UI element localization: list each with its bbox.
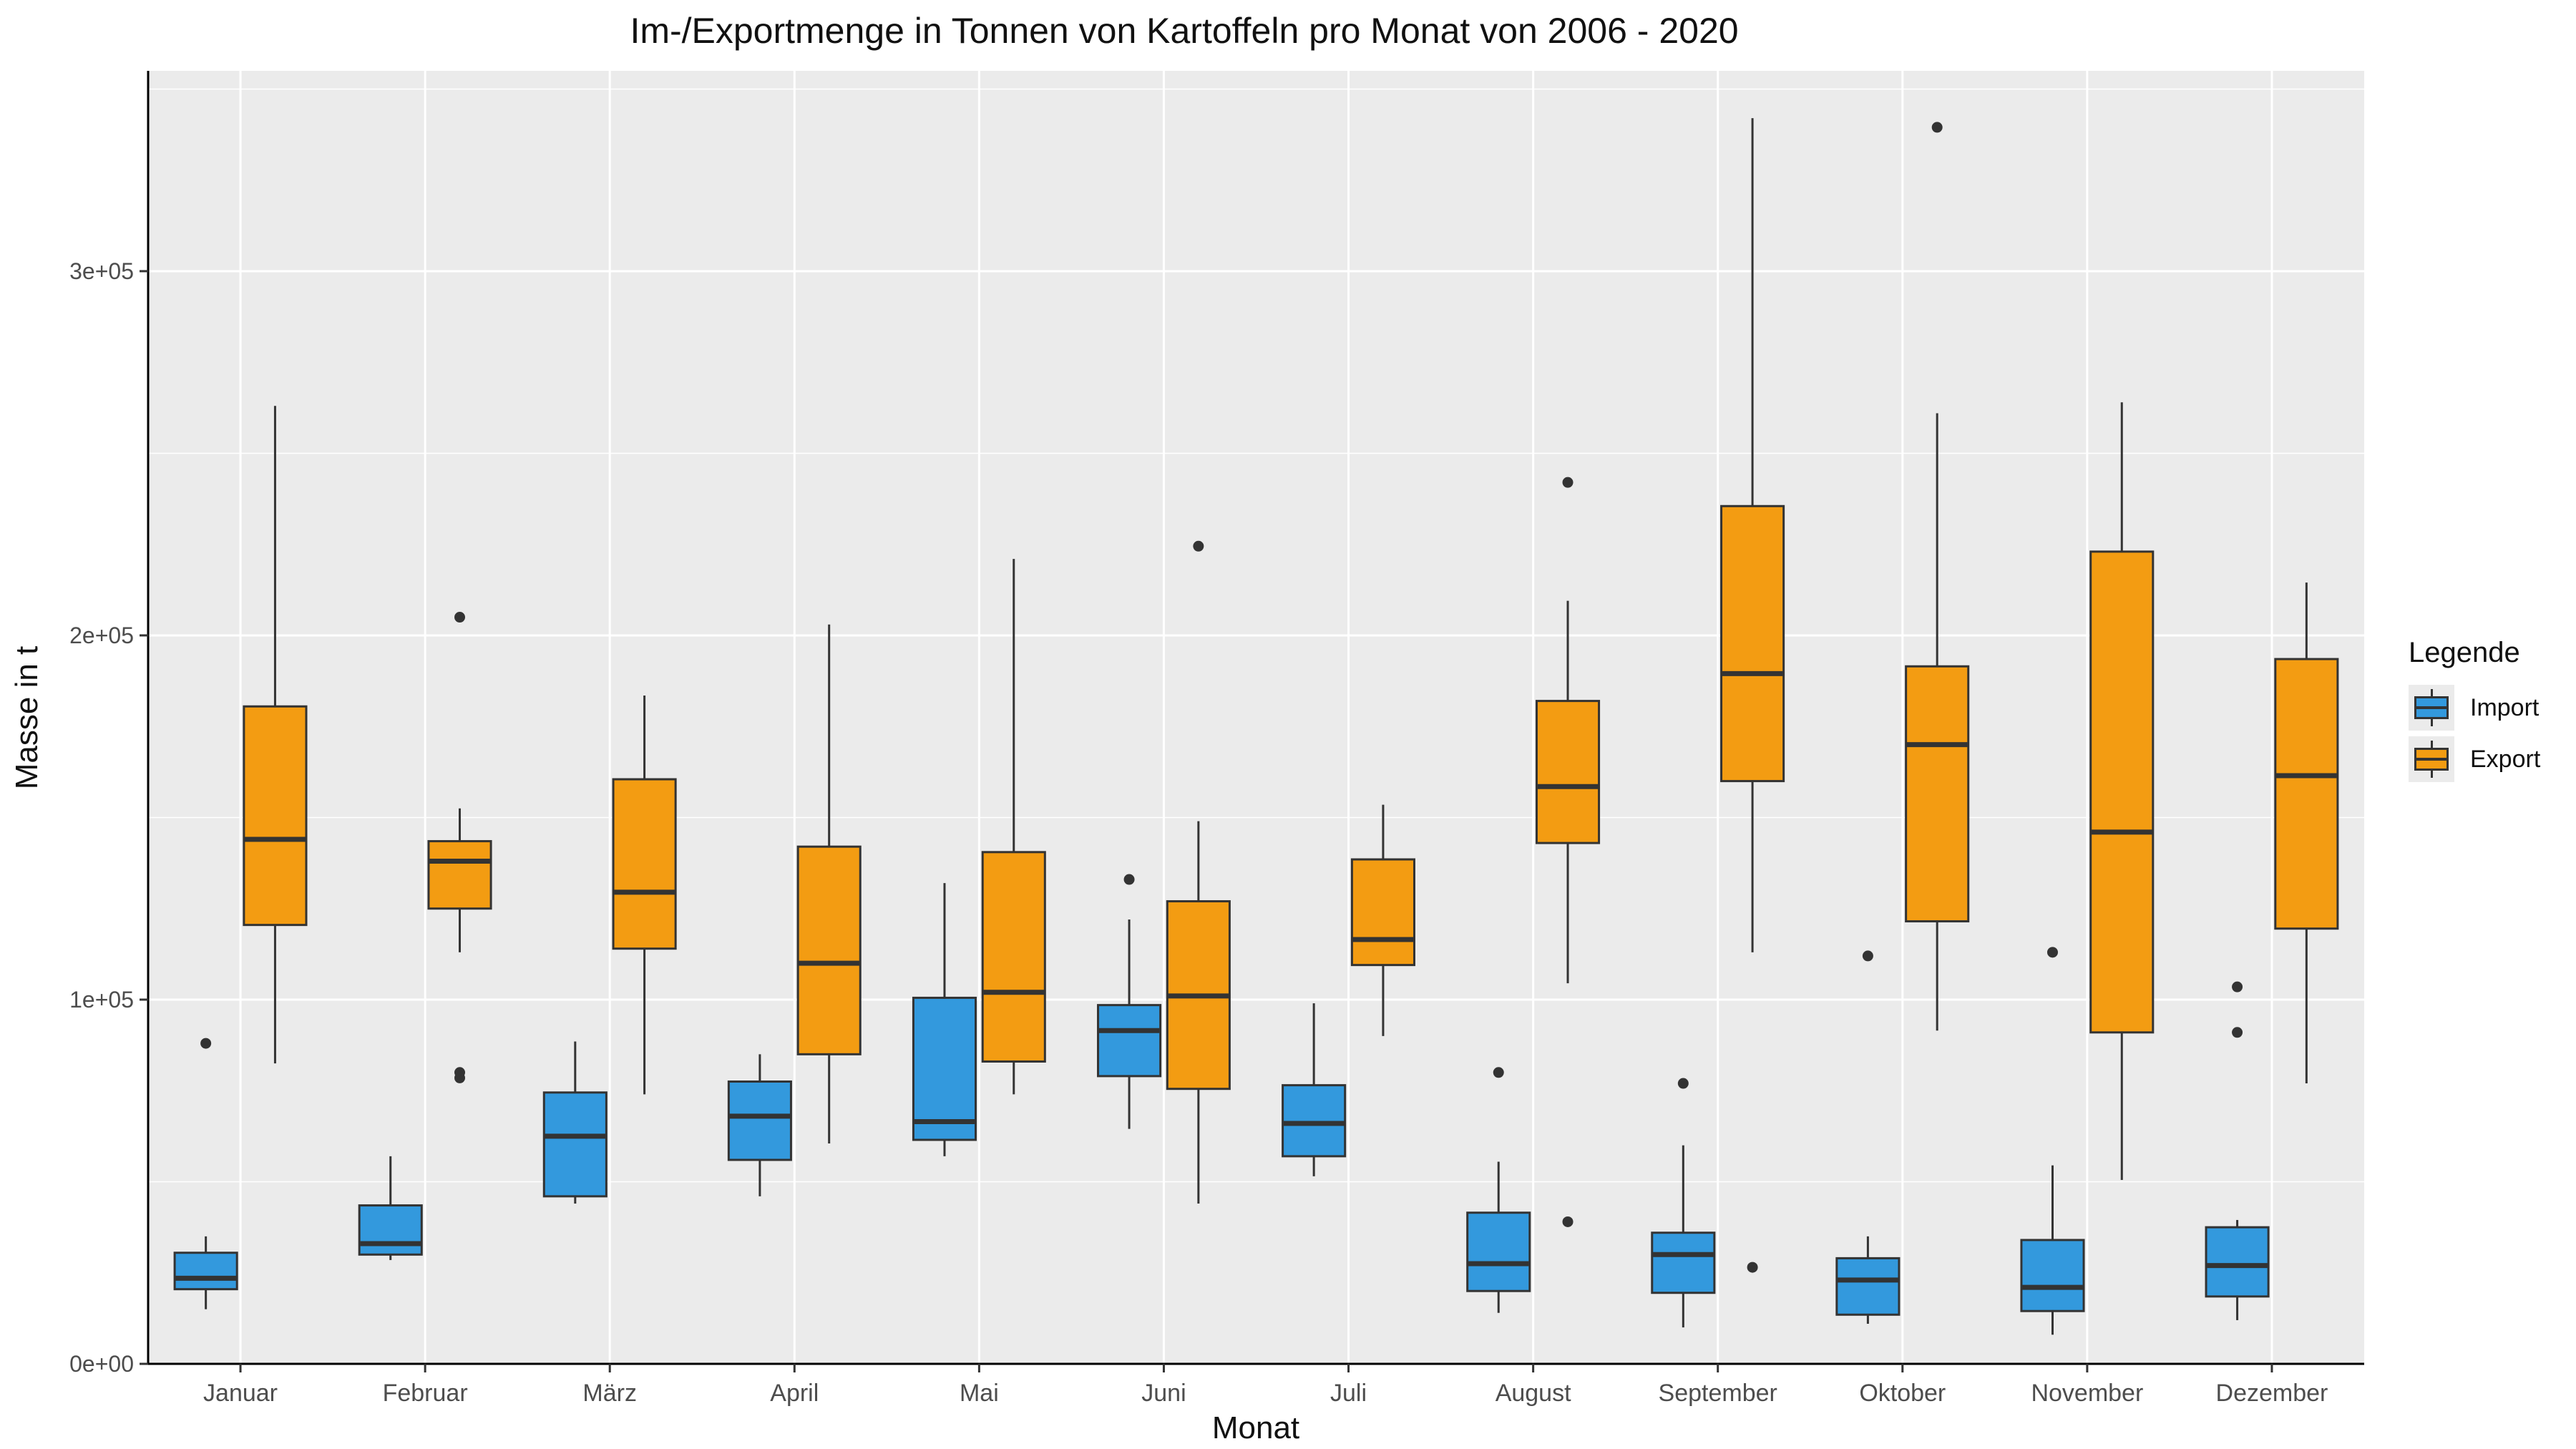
box-iqr (542, 1091, 608, 1198)
grid-lines (148, 71, 2364, 1365)
x-tick-label: Oktober (1859, 1380, 1946, 1407)
y-axis-title: Masse in t (9, 646, 44, 790)
box-import (1097, 874, 1162, 1129)
box-import (912, 883, 977, 1156)
box-import (1651, 1078, 1716, 1328)
x-tick-label: Mai (960, 1380, 999, 1407)
box-export (981, 559, 1046, 1095)
legend-item-export: Export (2409, 733, 2540, 785)
legend: Legende Import Export (2409, 637, 2540, 785)
x-tick-label: März (582, 1380, 637, 1407)
legend-label: Import (2470, 693, 2540, 721)
outlier-point (2232, 1027, 2243, 1038)
box-export (1350, 804, 1415, 1036)
box-export (612, 695, 677, 1095)
box-iqr (2205, 1226, 2270, 1298)
box-iqr (2089, 550, 2155, 1034)
x-tick-label: November (2031, 1380, 2143, 1407)
x-tick-label: Juli (1330, 1380, 1367, 1407)
box-iqr (1350, 858, 1415, 967)
box-export (796, 624, 862, 1144)
box-iqr (727, 1080, 792, 1161)
y-tick-label: 2e+05 (69, 623, 134, 648)
box-export (243, 406, 308, 1064)
box-iqr (1720, 504, 1785, 783)
outlier-point (2046, 947, 2058, 958)
box-iqr (427, 840, 492, 910)
x-tick-label: August (1496, 1380, 1571, 1407)
x-tick-label: Dezember (2216, 1380, 2328, 1407)
box-export (1166, 540, 1231, 1204)
box-iqr (1535, 700, 1601, 844)
axis-ticks: 0e+00 1e+05 2e+05 3e+05 Januar Februar März Apr… (69, 258, 2328, 1407)
legend-key-icon (2409, 736, 2454, 782)
x-axis-title: Monat (1212, 1410, 1299, 1445)
box-iqr (612, 778, 677, 950)
box-iqr (1905, 665, 1970, 923)
outlier-point (1862, 950, 1873, 962)
box-iqr (1097, 1004, 1162, 1078)
x-tick-label: September (1659, 1380, 1777, 1407)
outlier-point (1931, 122, 1943, 133)
x-tick-label: April (770, 1380, 819, 1407)
box-export (427, 612, 492, 1083)
box-import (542, 1041, 608, 1204)
box-iqr (1835, 1257, 1901, 1316)
box-iqr (173, 1252, 238, 1291)
chart-title: Im-/Exportmenge in Tonnen von Kartoffeln… (630, 11, 1739, 51)
box-iqr (2274, 658, 2339, 930)
x-tick-label: Juni (1141, 1380, 1186, 1407)
box-import (727, 1054, 792, 1196)
box-import (173, 1038, 238, 1309)
outlier-point (1677, 1078, 1689, 1089)
box-iqr (2020, 1239, 2085, 1312)
box-import (2205, 981, 2270, 1320)
legend-item-import: Import (2409, 682, 2540, 733)
outlier-point (454, 612, 466, 623)
y-tick-label: 0e+00 (69, 1351, 134, 1377)
box-iqr (981, 851, 1046, 1063)
box-import (1466, 1067, 1531, 1313)
box-export (1905, 122, 1970, 1031)
x-tick-label: Januar (203, 1380, 278, 1407)
box-iqr (1282, 1084, 1347, 1158)
x-tick-label: Februar (383, 1380, 468, 1407)
outlier-point (454, 1072, 466, 1083)
box-iqr (912, 996, 977, 1141)
legend-label: Export (2470, 745, 2541, 773)
y-tick-label: 3e+05 (69, 258, 134, 284)
outlier-point (200, 1038, 212, 1049)
outlier-point (1562, 1216, 1574, 1227)
box-export (2089, 402, 2155, 1180)
box-iqr (1466, 1211, 1531, 1292)
outlier-point (2232, 981, 2243, 992)
box-export (2274, 582, 2339, 1084)
box-iqr (243, 705, 308, 927)
plot-panel (148, 71, 2364, 1364)
boxes (173, 118, 2339, 1335)
box-iqr (796, 845, 862, 1055)
outlier-point (1747, 1262, 1758, 1273)
legend-key-icon (2409, 685, 2454, 731)
box-import (358, 1156, 423, 1260)
box-iqr (1651, 1231, 1716, 1294)
box-import (1835, 950, 1901, 1324)
box-iqr (358, 1204, 423, 1256)
box-plot-chart: 0e+00 1e+05 2e+05 3e+05 Januar Februar März Apr… (9, 71, 2364, 1445)
box-export (1720, 118, 1785, 1273)
legend-title: Legende (2409, 637, 2520, 668)
outlier-point (1493, 1067, 1504, 1078)
box-import (2020, 947, 2085, 1335)
outlier-point (1193, 540, 1204, 552)
outlier-point (1562, 477, 1574, 488)
box-export (1535, 477, 1601, 1227)
box-import (1282, 1003, 1347, 1176)
outlier-point (1123, 874, 1135, 885)
y-tick-label: 1e+05 (69, 987, 134, 1013)
